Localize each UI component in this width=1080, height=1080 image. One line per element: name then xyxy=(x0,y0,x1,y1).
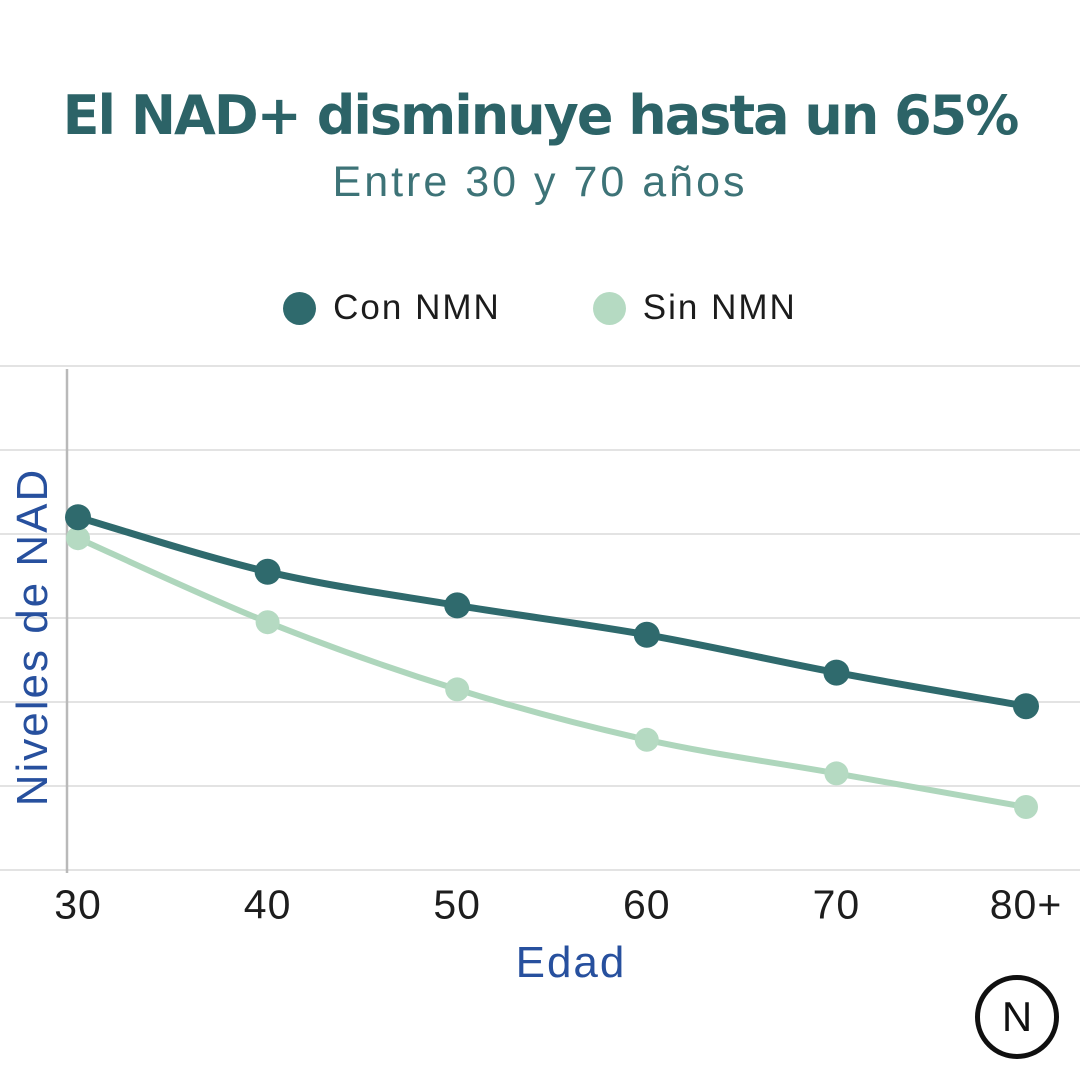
data-point-sin-nmn xyxy=(255,610,280,635)
legend-item-sin-nmn: Sin NMN xyxy=(592,288,797,328)
x-tick-label: 60 xyxy=(622,881,671,928)
data-point-sin-nmn xyxy=(1014,795,1038,819)
x-tick-label: 70 xyxy=(812,881,861,928)
x-tick-label: 30 xyxy=(54,881,102,928)
page-subtitle: Entre 30 y 70 años xyxy=(332,158,748,206)
data-point-sin-nmn xyxy=(445,677,470,702)
legend-label: Con NMN xyxy=(333,288,501,327)
x-tick-label: 80+ xyxy=(989,881,1063,928)
data-point-con-nmn xyxy=(1013,693,1039,720)
brand-logo-letter: N xyxy=(1001,993,1033,1040)
legend-item-con-nmn: Con NMN xyxy=(283,288,501,328)
x-axis-label: Edad xyxy=(515,938,627,987)
legend-dot-icon xyxy=(283,291,317,325)
chart-legend: Con NMN Sin NMN xyxy=(0,288,1080,328)
data-point-con-nmn xyxy=(65,504,91,531)
legend-label: Sin NMN xyxy=(642,288,797,327)
data-point-sin-nmn xyxy=(66,526,90,551)
data-point-sin-nmn xyxy=(824,761,849,786)
x-tick-label: 50 xyxy=(433,881,481,928)
data-point-con-nmn xyxy=(254,558,281,585)
data-point-con-nmn xyxy=(823,659,850,686)
x-tick-label: 40 xyxy=(243,881,292,928)
page-title: El NAD+ disminuye hasta un 65% xyxy=(62,84,1020,147)
y-axis-label: Niveles de NAD xyxy=(8,467,57,807)
legend-dot-icon xyxy=(592,291,626,325)
series-line-con-nmn xyxy=(74,513,1030,710)
brand-logo: N xyxy=(975,975,1059,1059)
series-line-sin-nmn xyxy=(75,535,1029,810)
data-point-sin-nmn xyxy=(634,727,659,752)
data-point-con-nmn xyxy=(633,621,660,648)
data-point-con-nmn xyxy=(444,592,471,619)
